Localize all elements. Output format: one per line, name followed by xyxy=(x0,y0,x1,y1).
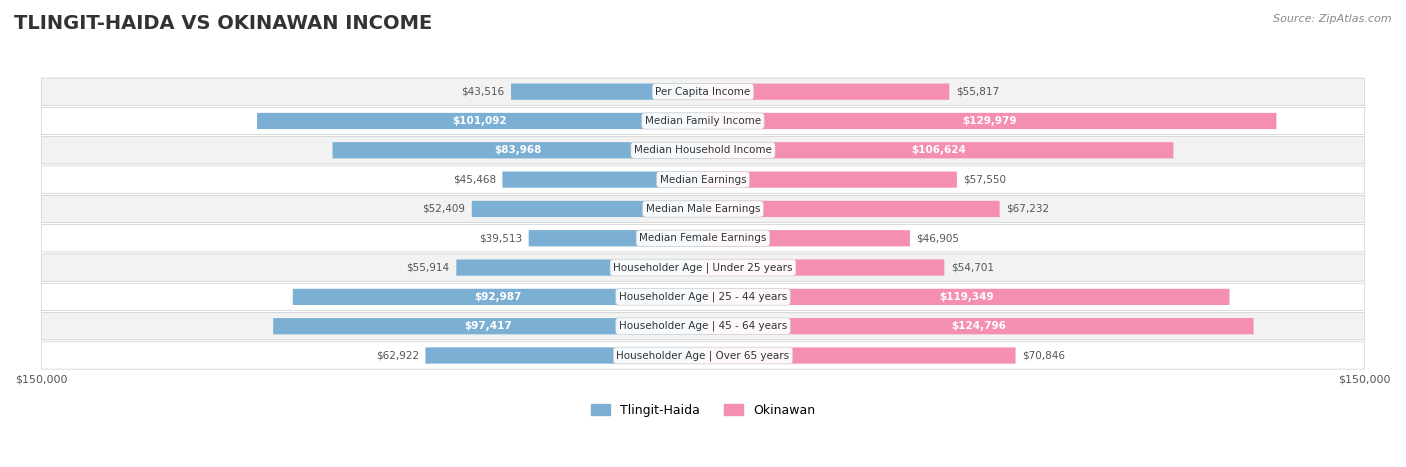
FancyBboxPatch shape xyxy=(703,84,949,100)
Text: $55,817: $55,817 xyxy=(956,87,1000,97)
FancyBboxPatch shape xyxy=(426,347,703,364)
FancyBboxPatch shape xyxy=(41,78,1365,105)
FancyBboxPatch shape xyxy=(703,318,1254,334)
Text: $39,513: $39,513 xyxy=(479,233,522,243)
Text: $55,914: $55,914 xyxy=(406,262,450,273)
FancyBboxPatch shape xyxy=(41,225,1365,252)
FancyBboxPatch shape xyxy=(273,318,703,334)
FancyBboxPatch shape xyxy=(703,289,1229,305)
FancyBboxPatch shape xyxy=(529,230,703,247)
Text: Median Household Income: Median Household Income xyxy=(634,145,772,156)
FancyBboxPatch shape xyxy=(703,171,957,188)
Text: $83,968: $83,968 xyxy=(494,145,541,156)
FancyBboxPatch shape xyxy=(41,137,1365,164)
FancyBboxPatch shape xyxy=(510,84,703,100)
FancyBboxPatch shape xyxy=(41,195,1365,223)
FancyBboxPatch shape xyxy=(257,113,703,129)
FancyBboxPatch shape xyxy=(472,201,703,217)
Text: Householder Age | Under 25 years: Householder Age | Under 25 years xyxy=(613,262,793,273)
Text: $92,987: $92,987 xyxy=(474,292,522,302)
Text: Median Earnings: Median Earnings xyxy=(659,175,747,184)
Text: $67,232: $67,232 xyxy=(1007,204,1049,214)
FancyBboxPatch shape xyxy=(703,201,1000,217)
Text: $97,417: $97,417 xyxy=(464,321,512,331)
FancyBboxPatch shape xyxy=(41,166,1365,193)
FancyBboxPatch shape xyxy=(703,260,945,276)
Text: Per Capita Income: Per Capita Income xyxy=(655,87,751,97)
FancyBboxPatch shape xyxy=(41,312,1365,340)
Text: Median Female Earnings: Median Female Earnings xyxy=(640,233,766,243)
FancyBboxPatch shape xyxy=(703,230,910,247)
Text: $45,468: $45,468 xyxy=(453,175,496,184)
Text: Median Family Income: Median Family Income xyxy=(645,116,761,126)
FancyBboxPatch shape xyxy=(703,113,1277,129)
Text: TLINGIT-HAIDA VS OKINAWAN INCOME: TLINGIT-HAIDA VS OKINAWAN INCOME xyxy=(14,14,432,33)
Text: $46,905: $46,905 xyxy=(917,233,959,243)
Text: $54,701: $54,701 xyxy=(950,262,994,273)
FancyBboxPatch shape xyxy=(41,342,1365,369)
Text: Median Male Earnings: Median Male Earnings xyxy=(645,204,761,214)
Text: $52,409: $52,409 xyxy=(422,204,465,214)
Text: $106,624: $106,624 xyxy=(911,145,966,156)
FancyBboxPatch shape xyxy=(502,171,703,188)
Text: $70,846: $70,846 xyxy=(1022,351,1066,361)
Text: $119,349: $119,349 xyxy=(939,292,994,302)
Text: Householder Age | 45 - 64 years: Householder Age | 45 - 64 years xyxy=(619,321,787,332)
FancyBboxPatch shape xyxy=(333,142,703,158)
Text: $62,922: $62,922 xyxy=(375,351,419,361)
Text: Householder Age | 25 - 44 years: Householder Age | 25 - 44 years xyxy=(619,291,787,302)
Text: Householder Age | Over 65 years: Householder Age | Over 65 years xyxy=(616,350,790,361)
Text: $43,516: $43,516 xyxy=(461,87,505,97)
Legend: Tlingit-Haida, Okinawan: Tlingit-Haida, Okinawan xyxy=(586,399,820,422)
FancyBboxPatch shape xyxy=(703,347,1015,364)
FancyBboxPatch shape xyxy=(292,289,703,305)
FancyBboxPatch shape xyxy=(41,254,1365,281)
FancyBboxPatch shape xyxy=(41,107,1365,134)
Text: $124,796: $124,796 xyxy=(950,321,1005,331)
Text: $101,092: $101,092 xyxy=(453,116,508,126)
Text: Source: ZipAtlas.com: Source: ZipAtlas.com xyxy=(1274,14,1392,24)
FancyBboxPatch shape xyxy=(703,142,1174,158)
FancyBboxPatch shape xyxy=(41,283,1365,311)
Text: $57,550: $57,550 xyxy=(963,175,1007,184)
Text: $129,979: $129,979 xyxy=(963,116,1017,126)
FancyBboxPatch shape xyxy=(457,260,703,276)
